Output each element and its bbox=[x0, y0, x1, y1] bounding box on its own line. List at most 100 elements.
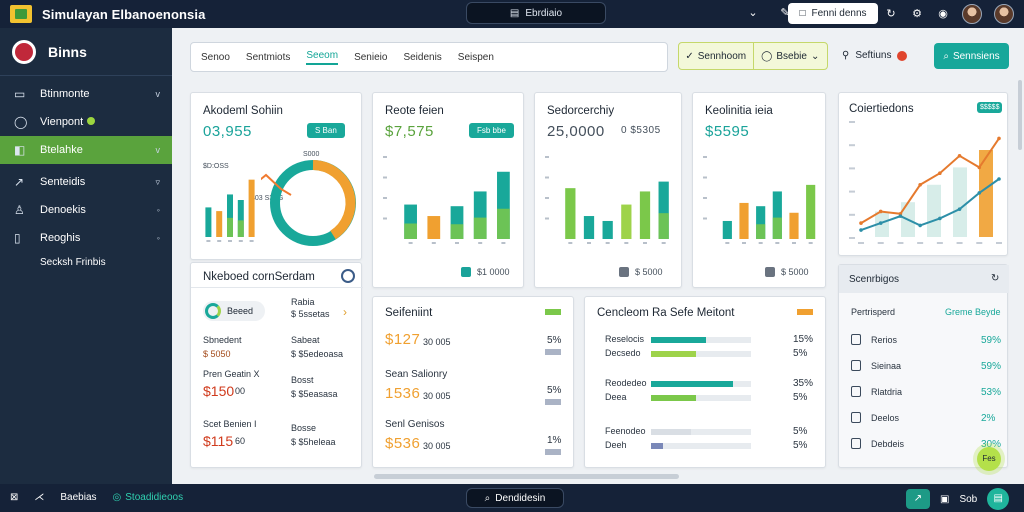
tab-1[interactable]: Sentmiots bbox=[245, 51, 291, 63]
sidebar-footer-link[interactable]: Secksh Frinbis bbox=[0, 248, 172, 276]
avatar-secondary[interactable] bbox=[994, 4, 1014, 24]
chart-icon[interactable]: ⋌ bbox=[34, 492, 45, 503]
y-tick bbox=[849, 167, 855, 170]
sidebar-item-4[interactable]: ♙ Denoekis ◦ bbox=[0, 196, 172, 224]
data-point bbox=[918, 183, 922, 187]
data-point bbox=[977, 191, 982, 195]
row-title: Sabeat bbox=[291, 335, 320, 345]
kpi-value: 25,0000 bbox=[547, 123, 605, 140]
panel-subheader-right: Greme Beyde bbox=[945, 307, 1001, 317]
status-icon: ◎ bbox=[112, 492, 122, 503]
card-recent: Nkeboed cornSerdam Beeed Rabia $ 5ssetas… bbox=[190, 262, 363, 468]
series-line bbox=[860, 178, 1000, 231]
bar bbox=[772, 191, 782, 239]
top-search-label: Ebrdiaio bbox=[525, 7, 563, 19]
conversion-label: Feenodeo bbox=[605, 426, 646, 436]
tab-2[interactable]: Seeom bbox=[306, 50, 339, 65]
sales-title: Sean Salionry bbox=[385, 369, 448, 380]
kpi-value: $7,575 bbox=[385, 123, 434, 140]
expand-icon[interactable]: ↗ bbox=[906, 489, 930, 509]
kpi-value: $5595 bbox=[705, 123, 750, 140]
panel-header bbox=[839, 265, 1009, 293]
list-item-label[interactable]: Rerios bbox=[871, 335, 898, 345]
conversion-track bbox=[651, 429, 751, 435]
top-search-button[interactable]: ▤ Ebrdiaio bbox=[466, 2, 606, 24]
badge: $$$$$ bbox=[977, 102, 1003, 113]
chevron-down-icon[interactable]: ⌄ bbox=[748, 7, 758, 19]
dot-icon: ◦ bbox=[156, 205, 160, 215]
series-line bbox=[860, 137, 1000, 224]
vertical-scrollbar[interactable] bbox=[1018, 80, 1022, 150]
bar bbox=[248, 179, 255, 237]
tab-3[interactable]: Senieio bbox=[354, 51, 388, 63]
view-toggle-right[interactable]: ◯ Bsebie ⌄ bbox=[752, 43, 828, 69]
sidebar-item-3[interactable]: ↗ Senteidis ▿ bbox=[0, 168, 172, 196]
x-tick bbox=[742, 242, 746, 244]
card-title: Seifeniint bbox=[385, 307, 433, 319]
card-footer: $ 5000 bbox=[765, 267, 809, 277]
refresh-icon[interactable]: ↻ bbox=[886, 8, 896, 20]
horizontal-scrollbar[interactable] bbox=[374, 474, 679, 479]
x-tick bbox=[725, 242, 730, 244]
y-tick bbox=[545, 156, 549, 158]
sidebar-item-2[interactable]: ◧ Btelahke v bbox=[0, 136, 172, 164]
list-item-icon bbox=[851, 360, 861, 371]
refresh-icon[interactable]: ↻ bbox=[991, 273, 1000, 284]
list-item-label[interactable]: Sieinaa bbox=[871, 361, 902, 371]
y-tick bbox=[383, 156, 387, 158]
x-tick bbox=[661, 242, 666, 244]
bar bbox=[205, 207, 212, 237]
kpi-secondary: 0 $5305 bbox=[621, 125, 661, 136]
list-item-pct: 2% bbox=[981, 413, 996, 424]
bottom-right-label[interactable]: Sob bbox=[959, 493, 978, 505]
avatar[interactable] bbox=[962, 4, 982, 24]
primary-button[interactable]: ⌕ Sennsiens bbox=[934, 43, 1009, 69]
view-toggle-left[interactable]: ✓ Sennhoom bbox=[685, 50, 747, 62]
list-item-label[interactable]: Deelos bbox=[871, 413, 900, 423]
conversion-fill bbox=[651, 337, 706, 343]
square-icon[interactable]: ▣ bbox=[940, 493, 950, 505]
list-item-label[interactable]: Rlatdria bbox=[871, 387, 903, 397]
floating-action-button[interactable]: Fes bbox=[977, 447, 1001, 471]
check-icon[interactable] bbox=[341, 269, 355, 283]
brand-name: Binns bbox=[48, 43, 87, 60]
card-kpi: Keolinitia ieia $5595 $ 5000 bbox=[692, 92, 826, 288]
grid-icon[interactable]: ⊠ bbox=[10, 492, 19, 503]
x-tick bbox=[917, 242, 924, 244]
notification-dot bbox=[897, 50, 908, 61]
legend-swatch bbox=[765, 267, 775, 277]
status-pill[interactable]: Beeed bbox=[203, 301, 265, 321]
chevron-right-icon[interactable]: › bbox=[343, 305, 347, 319]
sidebar-item-label: Btelahke bbox=[40, 144, 83, 156]
sidebar-footer-label: Secksh Frinbis bbox=[40, 256, 106, 268]
chevron-icon: ▿ bbox=[155, 176, 160, 187]
sales-sub: 30 005 bbox=[423, 391, 451, 401]
tab-4[interactable]: Seidenis bbox=[403, 51, 442, 63]
bottom-left-label[interactable]: Baebias bbox=[60, 492, 97, 503]
list-item-label[interactable]: Debdeis bbox=[871, 439, 905, 449]
tab-0[interactable]: Senoo bbox=[201, 51, 230, 63]
settings-icon[interactable]: ⚙ bbox=[912, 8, 922, 20]
globe-icon[interactable]: ◉ bbox=[938, 8, 948, 20]
status-dot bbox=[87, 117, 96, 125]
kpi-value: 03,955 bbox=[203, 123, 252, 140]
settings-link[interactable]: ⚲ Seftiuns bbox=[842, 50, 908, 61]
sidebar-item-0[interactable]: ▭ Btinmonte v bbox=[0, 80, 172, 108]
axis-label: $03 S3AG bbox=[251, 195, 284, 202]
tab-5[interactable]: Seispen bbox=[457, 51, 494, 63]
tools-icon[interactable]: ✎ bbox=[780, 7, 790, 19]
data-point bbox=[878, 221, 883, 225]
line-chart bbox=[849, 121, 1002, 244]
sidebar-item-5[interactable]: ▯ Reoghis ◦ bbox=[0, 224, 172, 252]
bottom-pill-button[interactable]: ⌕ Dendidesin bbox=[466, 488, 564, 508]
conversion-pct: 5% bbox=[793, 392, 808, 403]
save-icon[interactable]: ▤ bbox=[987, 488, 1010, 510]
y-tick bbox=[849, 190, 855, 193]
list-item-icon bbox=[851, 412, 861, 423]
conversion-track bbox=[651, 381, 751, 387]
sidebar-item-1[interactable]: ◯ Vienpont bbox=[0, 108, 172, 136]
donut-orange bbox=[312, 160, 356, 240]
list-item-pct: 53% bbox=[981, 387, 1002, 398]
search-icon: ⌕ bbox=[484, 492, 491, 504]
top-action-button[interactable]: □ Fenni denns bbox=[788, 3, 878, 24]
